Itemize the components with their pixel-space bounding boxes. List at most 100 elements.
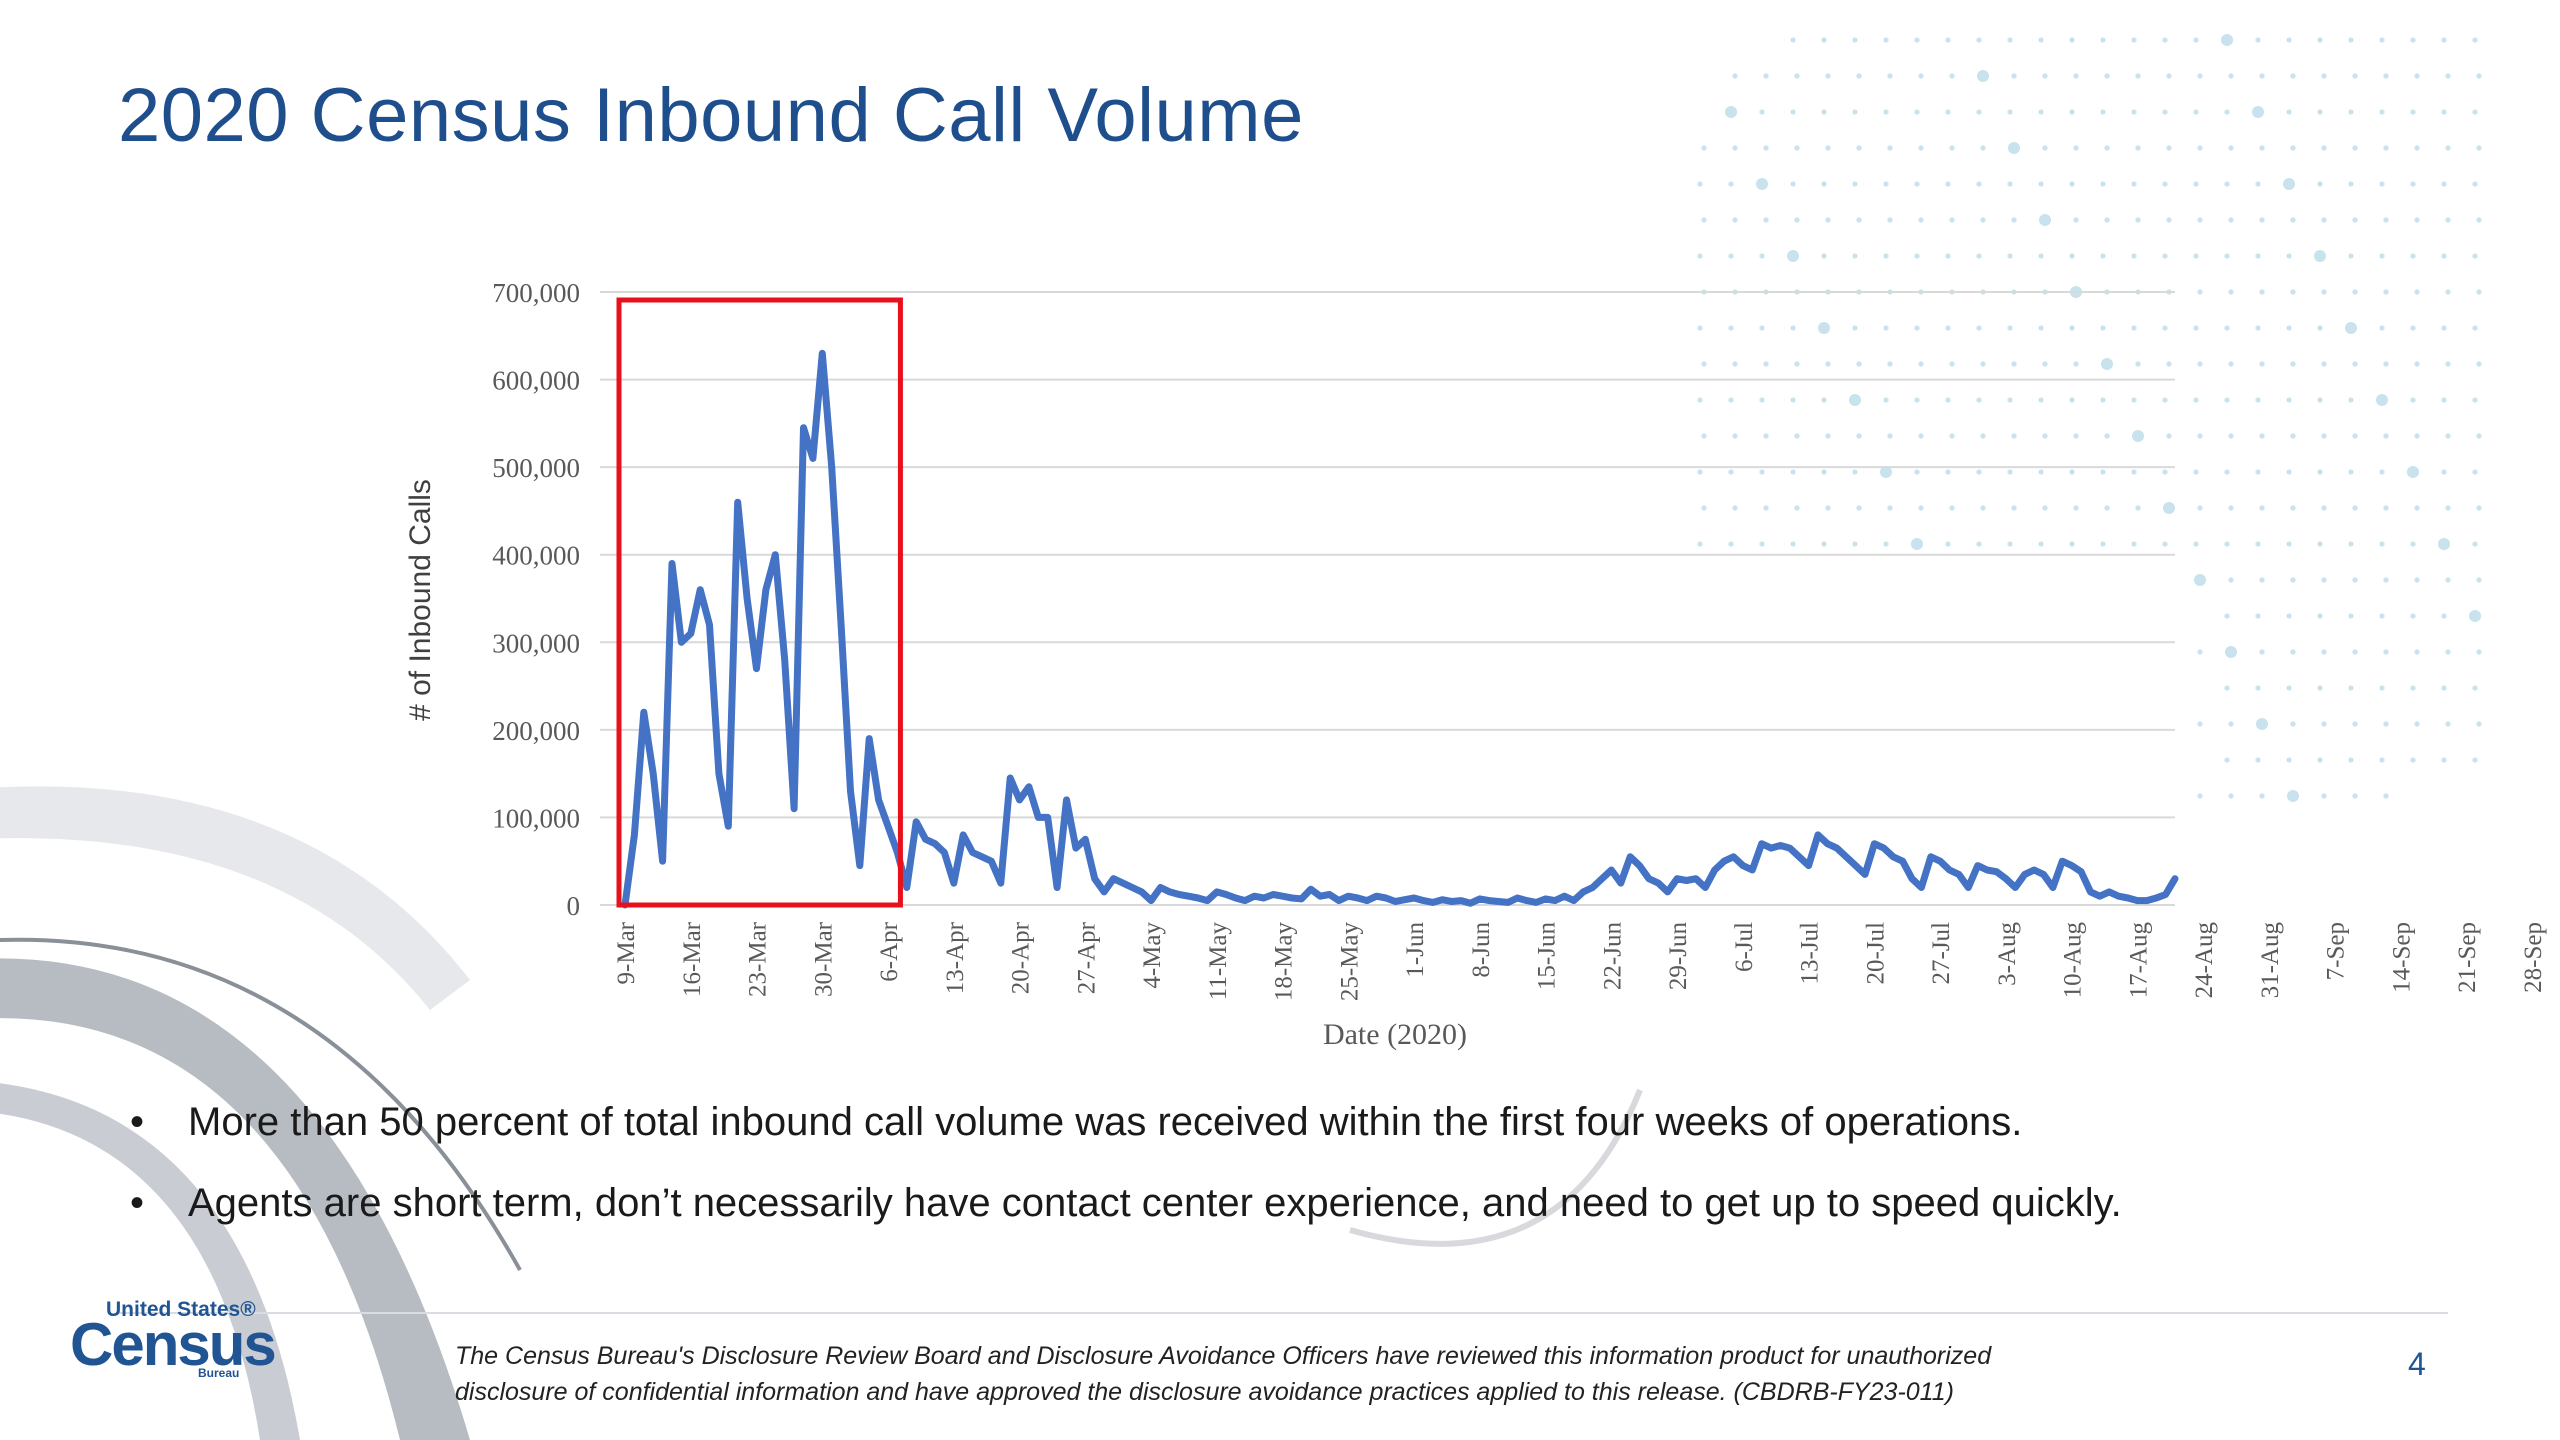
decorative-dot — [1980, 145, 1986, 151]
decorative-dot — [2317, 541, 2323, 547]
decorative-dot — [2290, 577, 2296, 583]
decorative-dot — [2352, 793, 2358, 799]
decorative-dot — [1856, 217, 1862, 223]
decorative-dot — [2255, 181, 2261, 187]
decorative-dot — [2352, 577, 2358, 583]
decorative-dot — [2476, 577, 2482, 583]
x-tick-label: 10-Aug — [2060, 922, 2087, 999]
decorative-dot — [2131, 325, 2137, 331]
decorative-dot — [2472, 757, 2478, 763]
x-tick-label: 28-Sep — [2520, 922, 2547, 993]
decorative-dot — [1880, 466, 1892, 478]
decorative-dot — [1763, 73, 1769, 79]
decorative-dot — [1852, 469, 1858, 475]
decorative-dot — [2228, 505, 2234, 511]
decorative-dot — [2131, 109, 2137, 115]
decorative-dot — [1794, 361, 1800, 367]
decorative-dot — [1945, 397, 1951, 403]
decorative-dot — [2414, 505, 2420, 511]
decorative-dot — [2042, 145, 2048, 151]
decorative-dot — [1825, 361, 1831, 367]
decorative-dot — [2132, 430, 2144, 442]
decorative-dot — [2321, 721, 2327, 727]
decorative-dot — [2441, 757, 2447, 763]
decorative-dot — [2445, 217, 2451, 223]
decorative-dot — [2383, 721, 2389, 727]
bullet-item: • Agents are short term, don’t necessari… — [120, 1181, 2420, 1226]
x-tick-label: 24-Aug — [2191, 922, 2218, 999]
disclaimer-line: The Census Bureau's Disclosure Review Bo… — [455, 1342, 1992, 1370]
decorative-dot — [2476, 361, 2482, 367]
decorative-dot — [2476, 649, 2482, 655]
decorative-dot — [2290, 217, 2296, 223]
decorative-dot — [2255, 325, 2261, 331]
decorative-dot — [2007, 253, 2013, 259]
decorative-dot — [2069, 469, 2075, 475]
decorative-dot — [2162, 109, 2168, 115]
x-tick-label: 20-Apr — [1008, 921, 1035, 994]
decorative-dot — [1918, 433, 1924, 439]
decorative-dot — [2352, 505, 2358, 511]
decorative-dot — [2445, 73, 2451, 79]
decorative-dot — [1790, 181, 1796, 187]
x-tick-label: 20-Jul — [1862, 922, 1889, 985]
decorative-dot — [2441, 109, 2447, 115]
decorative-dot — [2317, 325, 2323, 331]
decorative-dot — [2441, 397, 2447, 403]
decorative-dot — [2383, 793, 2389, 799]
decorative-dot — [1728, 469, 1734, 475]
decorative-dot — [2162, 181, 2168, 187]
decorative-dot — [1918, 361, 1924, 367]
decorative-dot — [2255, 37, 2261, 43]
decorative-dot — [1918, 217, 1924, 223]
y-tick-label: 200,000 — [492, 716, 580, 746]
decorative-dot — [2259, 145, 2265, 151]
decorative-dot — [2038, 325, 2044, 331]
decorative-dot — [2476, 289, 2482, 295]
decorative-dot — [2011, 217, 2017, 223]
decorative-dot — [2290, 649, 2296, 655]
decorative-dot — [1883, 397, 1889, 403]
decorative-dot — [1887, 217, 1893, 223]
decorative-dot — [1701, 361, 1707, 367]
decorative-dot — [1976, 541, 1982, 547]
decorative-dot — [1763, 505, 1769, 511]
decorative-dot — [1945, 325, 1951, 331]
decorative-dot — [1976, 37, 1982, 43]
decorative-dot — [2038, 253, 2044, 259]
decorative-dot — [1763, 433, 1769, 439]
x-tick-label: 31-Aug — [2257, 922, 2284, 999]
decorative-dot — [1825, 73, 1831, 79]
decorative-dot — [2166, 145, 2172, 151]
decorative-dot — [2228, 433, 2234, 439]
decorative-dot — [1701, 433, 1707, 439]
decorative-dot — [2352, 649, 2358, 655]
decorative-dot — [2379, 181, 2385, 187]
bullet-marker: • — [130, 1181, 145, 1225]
decorative-dot — [2069, 541, 2075, 547]
x-tick-label: 1-Jun — [1402, 922, 1429, 978]
decorative-dot — [2255, 613, 2261, 619]
decorative-dot — [1945, 109, 1951, 115]
bullet-marker: • — [130, 1100, 145, 1144]
decorative-dot — [2438, 538, 2450, 550]
decorative-dot — [2476, 721, 2482, 727]
decorative-dot — [1852, 325, 1858, 331]
decorative-dot — [2348, 685, 2354, 691]
decorative-dot — [2104, 433, 2110, 439]
decorative-dot — [1759, 253, 1765, 259]
decorative-dot — [1887, 433, 1893, 439]
decorative-dot — [1914, 109, 1920, 115]
decorative-dot — [2007, 109, 2013, 115]
decorative-dot — [1728, 397, 1734, 403]
decorative-dot — [2445, 289, 2451, 295]
x-tick-label: 29-Jun — [1665, 922, 1692, 991]
decorative-dot — [2069, 397, 2075, 403]
decorative-dot — [2283, 178, 2295, 190]
decorative-dot — [1728, 541, 1734, 547]
y-tick-label: 0 — [567, 891, 581, 921]
decorative-dot — [2321, 505, 2327, 511]
decorative-dot — [1759, 325, 1765, 331]
decorative-dot — [1945, 469, 1951, 475]
decorative-dot — [1949, 361, 1955, 367]
